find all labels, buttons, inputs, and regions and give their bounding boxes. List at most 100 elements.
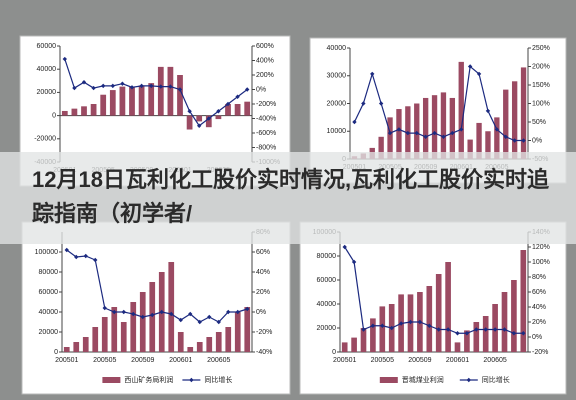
bar (464, 330, 470, 352)
y-tick-label: 20000 (327, 100, 347, 107)
y2-tick-label: 60% (532, 289, 546, 296)
bar (109, 90, 116, 116)
growth-point (352, 119, 357, 125)
bar (71, 108, 78, 116)
bar (139, 292, 146, 352)
y2-tick-label: 250% (532, 45, 550, 52)
growth-point (396, 127, 402, 132)
y2-tick-label: 0% (256, 309, 266, 316)
growth-point (398, 321, 404, 326)
growth-point (432, 130, 437, 136)
y-tick-label: 10000 (327, 128, 347, 135)
y2-tick-label: 50% (532, 119, 546, 126)
growth-point (129, 85, 135, 90)
bar (73, 342, 80, 352)
growth-point (511, 331, 517, 336)
y2-tick-label: 80% (532, 274, 546, 281)
growth-point (474, 327, 479, 332)
growth-point (149, 83, 154, 89)
growth-point (389, 325, 394, 331)
bar (396, 109, 402, 159)
bar (129, 86, 135, 116)
bar (92, 327, 99, 352)
growth-point (351, 259, 357, 265)
growth-point (436, 327, 441, 332)
y2-tick-label: -600% (256, 130, 276, 137)
bar (426, 286, 433, 352)
growth-point (521, 138, 526, 143)
y2-tick-label: 100% (532, 100, 550, 107)
growth-point (110, 83, 115, 89)
bar (378, 136, 384, 159)
growth-point (483, 327, 488, 332)
bar (370, 318, 376, 352)
growth-point (450, 130, 455, 136)
growth-point (83, 253, 88, 259)
bar (196, 342, 203, 352)
bar (454, 342, 461, 352)
bar (234, 312, 241, 352)
growth-point (445, 327, 451, 332)
growth-point (226, 309, 231, 315)
y-tick-label: 40000 (37, 66, 57, 73)
bar (467, 139, 473, 159)
bar (205, 115, 212, 128)
y2-tick-label: -20% (256, 329, 272, 336)
y-tick-label: -20000 (34, 136, 56, 143)
growth-point (178, 317, 183, 323)
growth-line (66, 249, 248, 323)
y2-tick-label: -20% (532, 349, 548, 356)
growth-point (91, 85, 96, 91)
growth-point (225, 101, 231, 107)
bar (360, 328, 367, 352)
bar (177, 332, 184, 352)
growth-point (101, 83, 106, 89)
bar (244, 307, 251, 352)
y2-tick-label: 100% (532, 259, 550, 266)
bar (520, 250, 527, 352)
bar (81, 106, 87, 116)
growth-point (441, 134, 446, 139)
growth-point (408, 319, 413, 325)
growth-point (467, 64, 473, 69)
y2-tick-label: 200% (256, 72, 274, 79)
bar (520, 67, 527, 159)
bar (157, 66, 164, 116)
bar (168, 262, 175, 352)
growth-point (423, 134, 428, 139)
growth-point (387, 130, 393, 136)
bar (379, 306, 386, 352)
legend-swatch (466, 377, 471, 383)
growth-point (503, 134, 508, 139)
bar (341, 342, 348, 352)
growth-point (245, 306, 250, 312)
y-tick-label: 30000 (327, 73, 347, 80)
growth-point (380, 323, 385, 328)
bar (482, 316, 489, 352)
bar (435, 274, 442, 352)
growth-point (169, 311, 174, 317)
growth-point (168, 84, 173, 89)
legend-label: 同比增长 (204, 375, 232, 384)
growth-point (187, 109, 192, 114)
y2-tick-label: 120% (532, 244, 550, 251)
growth-point (139, 83, 144, 89)
bar (494, 117, 500, 159)
bar (186, 115, 193, 130)
growth-point (197, 319, 202, 325)
growth-point (476, 71, 482, 77)
y2-tick-label: 0% (256, 86, 266, 93)
y-tick-label: 20000 (39, 329, 59, 336)
y2-tick-label: 40% (256, 269, 270, 276)
bar (473, 322, 480, 352)
bar (61, 110, 68, 116)
bar (196, 115, 203, 122)
growth-point (485, 108, 491, 114)
y2-tick-label: -400% (256, 115, 276, 122)
legend-swatch (102, 377, 121, 383)
x-tick-label: 200509 (408, 357, 431, 364)
bar (215, 115, 222, 120)
y2-tick-label: 20% (256, 289, 270, 296)
growth-point (62, 56, 67, 62)
